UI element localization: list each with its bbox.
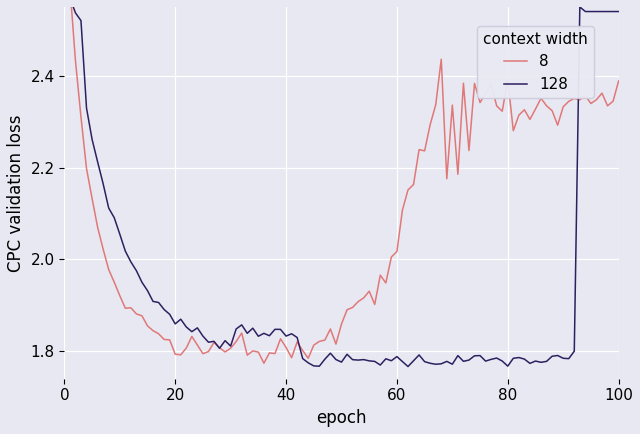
Line: 128: 128 <box>70 0 619 367</box>
8 <box>615 78 623 83</box>
8 <box>399 207 406 213</box>
128 <box>349 357 356 362</box>
128 <box>404 364 412 369</box>
128 <box>172 321 179 326</box>
128 <box>193 325 201 330</box>
8 <box>576 97 584 102</box>
Y-axis label: CPC validation loss: CPC validation loss <box>7 114 25 272</box>
8 <box>355 299 362 304</box>
8 <box>172 352 179 357</box>
Line: 8: 8 <box>70 0 619 363</box>
8 <box>593 97 600 102</box>
Legend: 8, 128: 8, 128 <box>477 26 595 98</box>
128 <box>393 354 401 359</box>
8 <box>260 361 268 366</box>
128 <box>615 9 623 14</box>
X-axis label: epoch: epoch <box>316 409 367 427</box>
8 <box>193 342 201 348</box>
128 <box>576 4 584 10</box>
128 <box>593 9 600 14</box>
